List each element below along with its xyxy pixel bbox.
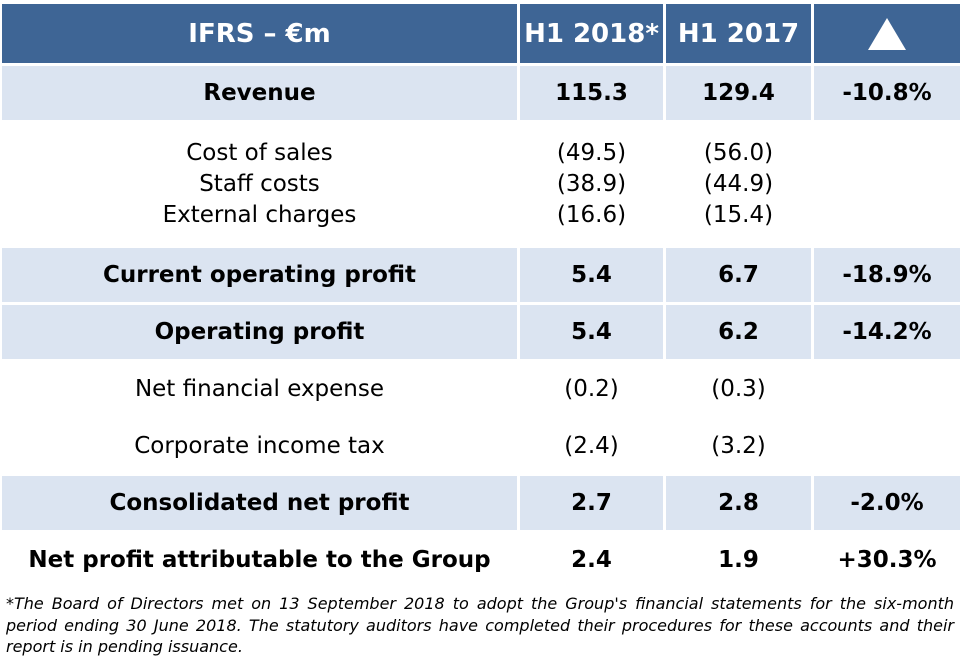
row-h1-2017: (3.2) [666,419,814,473]
row-label: Staff costs [199,170,320,197]
row-h1-2017: 6.7 [666,248,814,302]
row-h1-2017: (44.9) [703,170,774,197]
row-label: Consolidated net profit [2,476,520,530]
row-label: Current operating profit [2,248,520,302]
table-row-revenue: Revenue 115.3 129.4 -10.8% [2,66,960,123]
row-h1-2018: (49.5) [556,139,627,166]
row-label: Corporate income tax [2,419,520,473]
table-row-corporate-income-tax: Corporate income tax (2.4) (3.2) [2,419,960,476]
row-change: -2.0% [814,476,960,530]
header-ifrs: IFRS – €m [2,4,520,63]
row-h1-2018: 2.4 [520,533,666,587]
row-h1-2018: 5.4 [520,248,666,302]
row-h1-2018-group: (49.5) (38.9) (16.6) [520,123,666,245]
row-label: Revenue [2,66,520,120]
row-label: External charges [162,201,357,228]
row-change [814,123,960,245]
row-h1-2018: (38.9) [556,170,627,197]
row-h1-2017: (0.3) [666,362,814,416]
row-h1-2017: 1.9 [666,533,814,587]
row-change [814,362,960,416]
row-label-group: Cost of sales Staff costs External charg… [2,123,520,245]
row-change [814,419,960,473]
table-row-costs: Cost of sales Staff costs External charg… [2,123,960,248]
row-label: Net profit attributable to the Group [2,533,520,587]
row-label: Net financial expense [2,362,520,416]
financial-results-table: IFRS – €m H1 2018* H1 2017 Revenue 115.3… [2,4,960,587]
row-h1-2018: (2.4) [520,419,666,473]
row-h1-2017-group: (56.0) (44.9) (15.4) [666,123,814,245]
row-h1-2017: 129.4 [666,66,814,120]
table-row-current-operating-profit: Current operating profit 5.4 6.7 -18.9% [2,248,960,305]
row-change: -10.8% [814,66,960,120]
row-h1-2017: 2.8 [666,476,814,530]
table-header-row: IFRS – €m H1 2018* H1 2017 [2,4,960,66]
table-row-net-financial-expense: Net financial expense (0.2) (0.3) [2,362,960,419]
row-h1-2018: (0.2) [520,362,666,416]
row-change: -14.2% [814,305,960,359]
row-h1-2018: (16.6) [556,201,627,228]
row-h1-2018: 115.3 [520,66,666,120]
footnote: *The Board of Directors met on 13 Septem… [6,594,954,656]
row-label: Cost of sales [186,139,333,166]
row-h1-2018: 5.4 [520,305,666,359]
up-triangle-icon [868,17,906,50]
row-label: Operating profit [2,305,520,359]
row-h1-2017: 6.2 [666,305,814,359]
table-row-operating-profit: Operating profit 5.4 6.2 -14.2% [2,305,960,362]
row-h1-2017: (56.0) [703,139,774,166]
table-row-consolidated-net-profit: Consolidated net profit 2.7 2.8 -2.0% [2,476,960,533]
header-change [814,4,960,63]
row-change: -18.9% [814,248,960,302]
row-h1-2017: (15.4) [703,201,774,228]
table-row-net-profit-group: Net profit attributable to the Group 2.4… [2,533,960,587]
header-h1-2018: H1 2018* [520,4,666,63]
row-h1-2018: 2.7 [520,476,666,530]
header-h1-2017: H1 2017 [666,4,814,63]
row-change: +30.3% [814,533,960,587]
